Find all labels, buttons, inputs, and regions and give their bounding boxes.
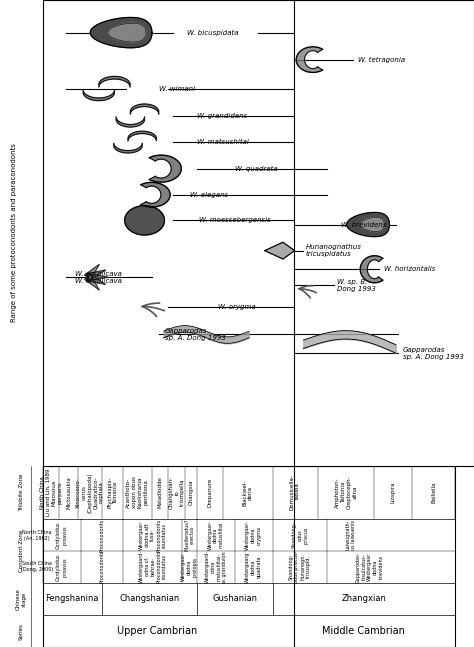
Text: Hunanognathus
tricuspidatus: Hunanognathus tricuspidatus bbox=[306, 244, 362, 258]
Text: Middle Cambrian: Middle Cambrian bbox=[322, 626, 405, 636]
Text: Shandong-
odus
priscus: Shandong- odus priscus bbox=[292, 522, 308, 549]
Polygon shape bbox=[84, 264, 100, 280]
Polygon shape bbox=[361, 217, 384, 232]
Text: Gapparodas-
bisulcatus-
Westergaar
dodna
brevidens: Gapparodas- bisulcatus- Westergaar dodna… bbox=[356, 551, 384, 582]
Text: Fengshanina: Fengshanina bbox=[46, 595, 99, 604]
Polygon shape bbox=[91, 17, 152, 48]
Text: Trilobite Zone: Trilobite Zone bbox=[19, 474, 24, 511]
Polygon shape bbox=[99, 76, 130, 87]
Polygon shape bbox=[86, 274, 106, 285]
Text: Proconodonts: Proconodonts bbox=[100, 550, 104, 584]
Text: Westergaar-
dodna
matushitai: Westergaar- dodna matushitai bbox=[207, 520, 224, 550]
Text: North China
Liu and Lin, 1989
Miaosoua
perperis: North China Liu and Lin, 1989 Miaosoua p… bbox=[40, 469, 62, 516]
Text: W. elegans: W. elegans bbox=[190, 192, 228, 198]
Text: Changshan-
io
trismpella: Changshan- io trismpella bbox=[168, 476, 185, 509]
Text: Westergaarg
dodna
quadrata: Westergaarg dodna quadrata bbox=[245, 551, 262, 582]
Text: W. quadrata: W. quadrata bbox=[235, 166, 277, 171]
Polygon shape bbox=[296, 47, 323, 72]
Text: Domusicella-
Yabeia: Domusicella- Yabeia bbox=[290, 475, 301, 510]
Text: Westergaar
dodna
prolopia: Westergaar dodna prolopia bbox=[181, 553, 198, 581]
Polygon shape bbox=[128, 131, 156, 141]
Polygon shape bbox=[360, 256, 383, 283]
Text: Liospira: Liospira bbox=[391, 482, 396, 503]
Polygon shape bbox=[88, 274, 108, 281]
Polygon shape bbox=[141, 182, 170, 207]
Text: Proconodonts: Proconodonts bbox=[100, 518, 104, 552]
Polygon shape bbox=[83, 90, 114, 101]
Text: W. tetragonia: W. tetragonia bbox=[358, 56, 405, 63]
Text: Westergaard-
odna
matushitai-
w. grandulon: Westergaard- odna matushitai- w. grandul… bbox=[204, 551, 227, 584]
Text: Westergaar-
dodna
orygma: Westergaar- dodna orygma bbox=[245, 520, 262, 550]
Text: Westergaard-
odna cf.
behrae-
Proconodonts
roundatus: Westergaard- odna cf. behrae- Proconodon… bbox=[139, 550, 167, 584]
Text: Acanthoto-
xopon obus
Kaolishania
pentilona: Acanthoto- xopon obus Kaolishania pentil… bbox=[126, 477, 149, 509]
Text: W. amplicava
W. amplicava: W. amplicava W. amplicava bbox=[75, 270, 122, 283]
Text: Gapparodas
sp. A. Dong 1993: Gapparodas sp. A. Dong 1993 bbox=[403, 347, 464, 360]
Text: Shandong-
odus priscus-
Hunanogn.
tricuspid.: Shandong- odus priscus- Hunanogn. tricus… bbox=[289, 551, 311, 583]
Text: Cordylodus
proavus: Cordylodus proavus bbox=[56, 521, 67, 549]
Text: W. orygma: W. orygma bbox=[218, 303, 255, 309]
Text: Laiwugnath-
us laiwuenis: Laiwugnath- us laiwuenis bbox=[346, 520, 356, 551]
Text: Changshanian: Changshanian bbox=[119, 595, 180, 604]
Text: Zhangxian: Zhangxian bbox=[341, 595, 386, 604]
Text: Gushanian: Gushanian bbox=[212, 595, 257, 604]
Polygon shape bbox=[125, 206, 164, 235]
Text: Drepanure: Drepanure bbox=[207, 478, 212, 507]
Polygon shape bbox=[86, 270, 106, 281]
Text: Xinocoeno-
cerus
(Cephalopoda)
Quadratico-
cephala: Xinocoeno- cerus (Cephalopoda) Quadratic… bbox=[76, 472, 104, 513]
Text: W. brevidens: W. brevidens bbox=[341, 221, 387, 228]
Text: W. sp. B.
Dong 1993: W. sp. B. Dong 1993 bbox=[337, 279, 375, 292]
Text: Gapparodas
sp. A. Dong 1993: Gapparodas sp. A. Dong 1993 bbox=[165, 328, 226, 341]
Polygon shape bbox=[149, 155, 181, 182]
Text: Changsia: Changsia bbox=[188, 479, 193, 505]
Text: Maladiodde: Maladiodde bbox=[157, 477, 163, 509]
Text: W. matsushitai: W. matsushitai bbox=[197, 139, 248, 145]
Text: Ptychaspis-
Tsinania: Ptychaspis- Tsinania bbox=[107, 477, 118, 509]
Text: W. grandidens: W. grandidens bbox=[197, 113, 247, 118]
Polygon shape bbox=[116, 117, 145, 127]
Text: Westergaar-
dodna aff.
fusa-
Proconodonts
roundatus: Westergaar- dodna aff. fusa- Proconodont… bbox=[139, 518, 167, 552]
Text: Cordylodus
proavus: Cordylodus proavus bbox=[56, 553, 67, 580]
Text: Blackwel-
deria: Blackwel- deria bbox=[242, 479, 253, 506]
Text: W. wimani: W. wimani bbox=[159, 85, 195, 91]
Polygon shape bbox=[264, 242, 294, 259]
Polygon shape bbox=[108, 23, 146, 42]
Text: W. horizontalis: W. horizontalis bbox=[384, 267, 435, 272]
Text: Range of some protoconodonts and paraconodonts: Range of some protoconodonts and paracon… bbox=[11, 144, 17, 322]
Text: Mictosaukia: Mictosaukia bbox=[66, 476, 71, 509]
Text: W. moessebergensis: W. moessebergensis bbox=[199, 217, 271, 223]
Polygon shape bbox=[114, 143, 142, 153]
Text: Amphoton-
Taitonia
Creptoceph-
alina: Amphoton- Taitonia Creptoceph- alina bbox=[335, 476, 357, 509]
Text: South China
(Dong, 2000): South China (Dong, 2000) bbox=[20, 562, 53, 572]
Text: Bailiella: Bailiella bbox=[431, 482, 436, 503]
Text: Conodont Zone: Conodont Zone bbox=[19, 530, 24, 572]
Text: Chinese
stage: Chinese stage bbox=[16, 588, 27, 610]
Polygon shape bbox=[347, 212, 390, 237]
Text: W. bicuspidata: W. bicuspidata bbox=[187, 30, 239, 36]
Polygon shape bbox=[84, 275, 100, 290]
Text: Muellerodus?
erectus: Muellerodus? erectus bbox=[184, 519, 195, 551]
Polygon shape bbox=[130, 104, 159, 115]
Text: Upper Cambrian: Upper Cambrian bbox=[118, 626, 198, 636]
Text: Series: Series bbox=[19, 622, 24, 640]
Text: North China
(An, 1982): North China (An, 1982) bbox=[22, 530, 52, 540]
